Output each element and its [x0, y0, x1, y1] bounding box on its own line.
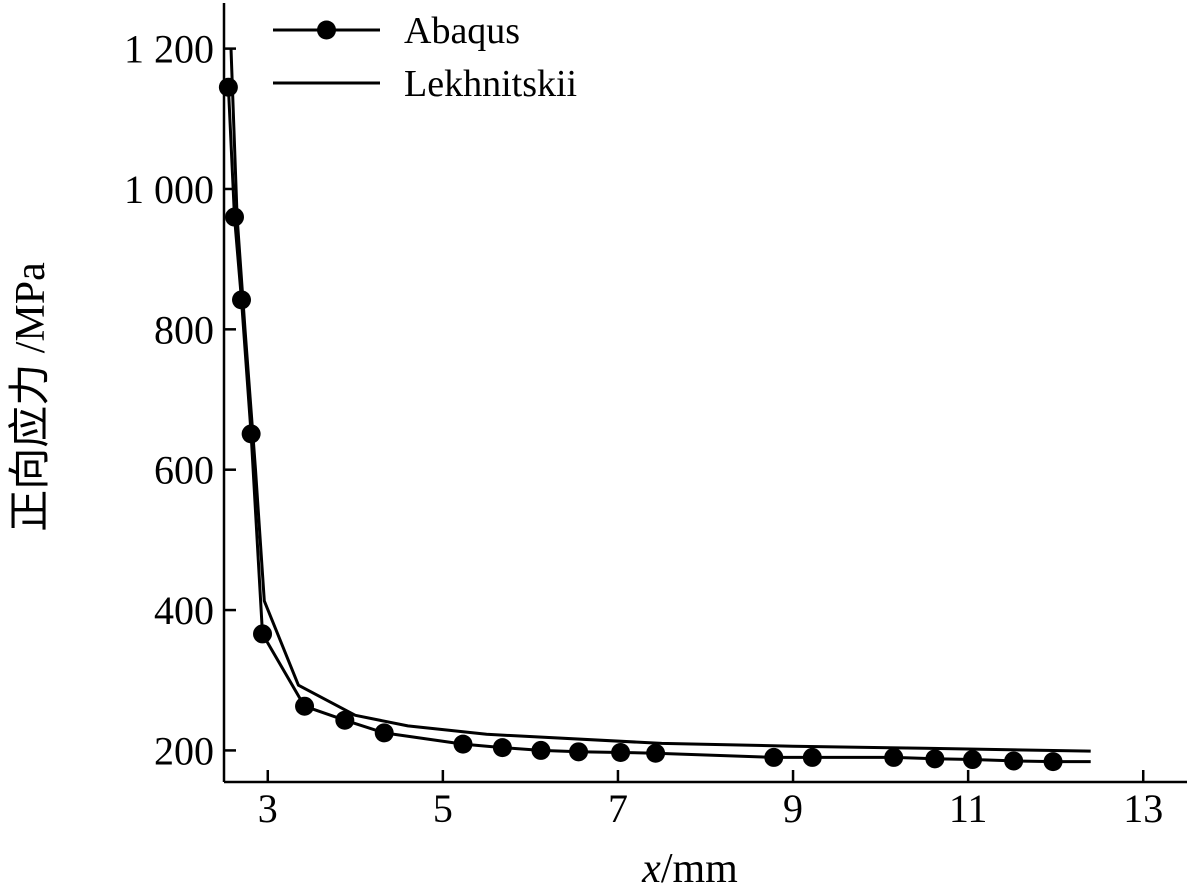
x-tick-label: 9: [783, 786, 803, 831]
y-tick-label: 600: [154, 448, 214, 493]
legend-label-lekhnitskii: Lekhnitskii: [404, 63, 577, 105]
data-point-abaqus: [963, 750, 983, 770]
data-point-abaqus: [295, 696, 315, 716]
data-point-abaqus: [241, 424, 261, 444]
x-axis-unit: /mm: [661, 846, 738, 892]
data-point-abaqus: [335, 710, 355, 730]
x-tick-label: 7: [608, 786, 628, 831]
data-point-abaqus: [492, 738, 512, 758]
series-line-abaqus: [226, 87, 1091, 764]
x-tick-label: 11: [949, 786, 988, 831]
y-tick-label: 200: [154, 728, 214, 773]
data-point-abaqus: [569, 742, 589, 762]
legend: Abaqus Lekhnitskii: [273, 10, 577, 105]
data-point-abaqus: [218, 77, 238, 97]
x-tick-label: 13: [1123, 786, 1163, 831]
data-point-abaqus: [1043, 752, 1063, 772]
data-point-abaqus: [884, 747, 904, 767]
legend-label-abaqus: Abaqus: [404, 10, 520, 52]
data-point-abaqus: [1004, 751, 1024, 771]
data-point-abaqus: [374, 723, 394, 743]
data-point-abaqus: [253, 624, 273, 644]
x-axis-title: x/mm: [641, 846, 738, 892]
y-tick-label: 1 000: [124, 167, 214, 212]
data-point-abaqus: [611, 743, 631, 763]
x-tick-label: 3: [258, 786, 278, 831]
axes-layer: 3 5 7 9 11 13 200 400 600 800 1 000 1 200 x/mm 正向应力 /…: [7, 3, 1187, 892]
y-axis-title: 正向应力 /MPa: [7, 262, 54, 532]
legend-marker-abaqus: [317, 20, 336, 40]
data-point-abaqus: [646, 743, 666, 763]
data-point-abaqus: [225, 207, 245, 227]
series-line-lekhnitskii: [229, 48, 1091, 753]
y-tick-label: 1 200: [124, 27, 214, 72]
data-point-abaqus: [925, 749, 945, 769]
data-point-abaqus: [802, 747, 822, 767]
series-layer: [218, 48, 1091, 772]
y-tick-label: 400: [154, 588, 214, 633]
data-point-abaqus: [531, 740, 551, 760]
x-tick-label: 5: [433, 786, 453, 831]
data-point-abaqus: [764, 747, 784, 767]
y-tick-label: 800: [154, 307, 214, 352]
x-axis-variable: x: [641, 846, 661, 892]
data-point-abaqus: [453, 734, 473, 754]
